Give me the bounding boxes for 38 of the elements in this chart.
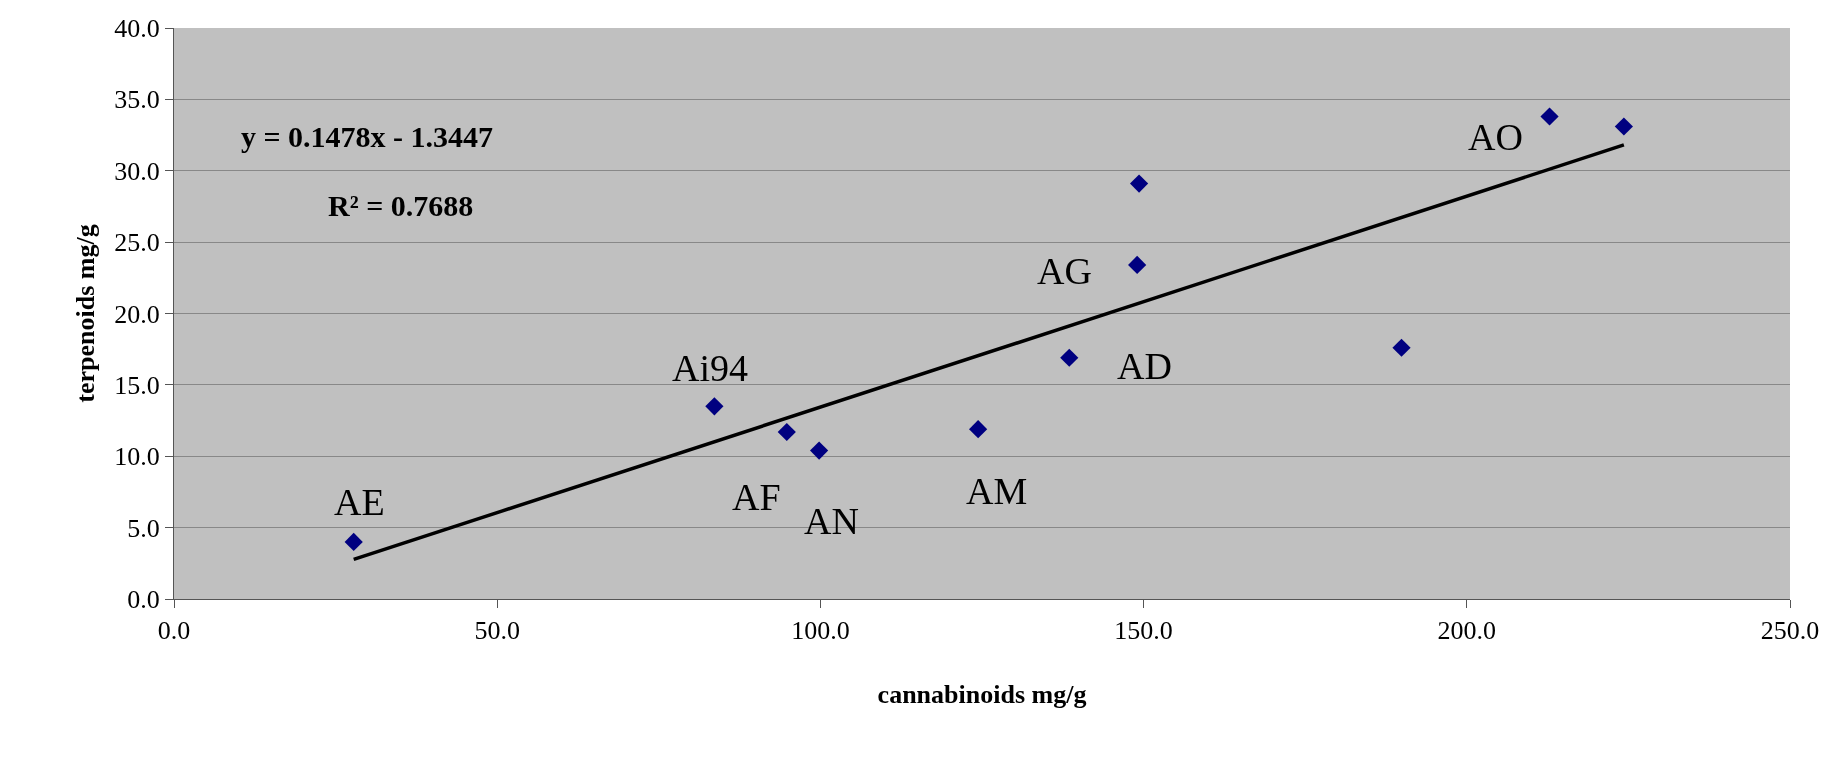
x-tick-label: 200.0 [1437, 616, 1497, 646]
y-tick-label: 0.0 [127, 585, 160, 615]
annotation: y = 0.1478x - 1.3447 [241, 120, 494, 153]
point [777, 422, 796, 442]
annotation: AF [732, 476, 781, 518]
annotation: AE [334, 481, 385, 523]
point [344, 532, 363, 551]
point [1392, 338, 1411, 357]
annotation: AO [1468, 116, 1523, 158]
annotation: AD [1117, 345, 1172, 387]
annotation: R² = 0.7688 [328, 189, 474, 222]
x-tick-label: 50.0 [474, 616, 520, 646]
y-tick-label: 20.0 [114, 299, 160, 329]
x-tick-label: 250.0 [1760, 616, 1820, 646]
y-tick-label: 25.0 [114, 228, 160, 258]
point [1128, 255, 1147, 275]
annotation: AN [804, 500, 859, 542]
annotation: Ai94 [672, 347, 748, 389]
y-tick-label: 30.0 [114, 156, 160, 186]
point [1060, 348, 1079, 367]
x-tick-label: 0.0 [157, 616, 191, 646]
y-tick-label: 35.0 [114, 85, 160, 115]
point [1129, 174, 1149, 193]
point [969, 420, 988, 439]
y-tick-label: 5.0 [127, 513, 160, 543]
point [705, 397, 724, 416]
y-tick-label: 15.0 [114, 370, 160, 400]
point [1614, 117, 1633, 136]
point [810, 441, 829, 460]
point [1540, 107, 1559, 126]
x-axis-title: cannabinoids mg/g [877, 679, 1087, 709]
y-axis-title: terpenoids mg/g [70, 224, 100, 403]
y-tick-label: 10.0 [114, 442, 160, 472]
annotation: AM [966, 470, 1028, 512]
x-tick-label: 100.0 [791, 616, 850, 646]
annotation: AG [1037, 250, 1092, 292]
x-tick-label: 150.0 [1114, 616, 1173, 646]
y-tick-label: 40.0 [114, 14, 160, 44]
